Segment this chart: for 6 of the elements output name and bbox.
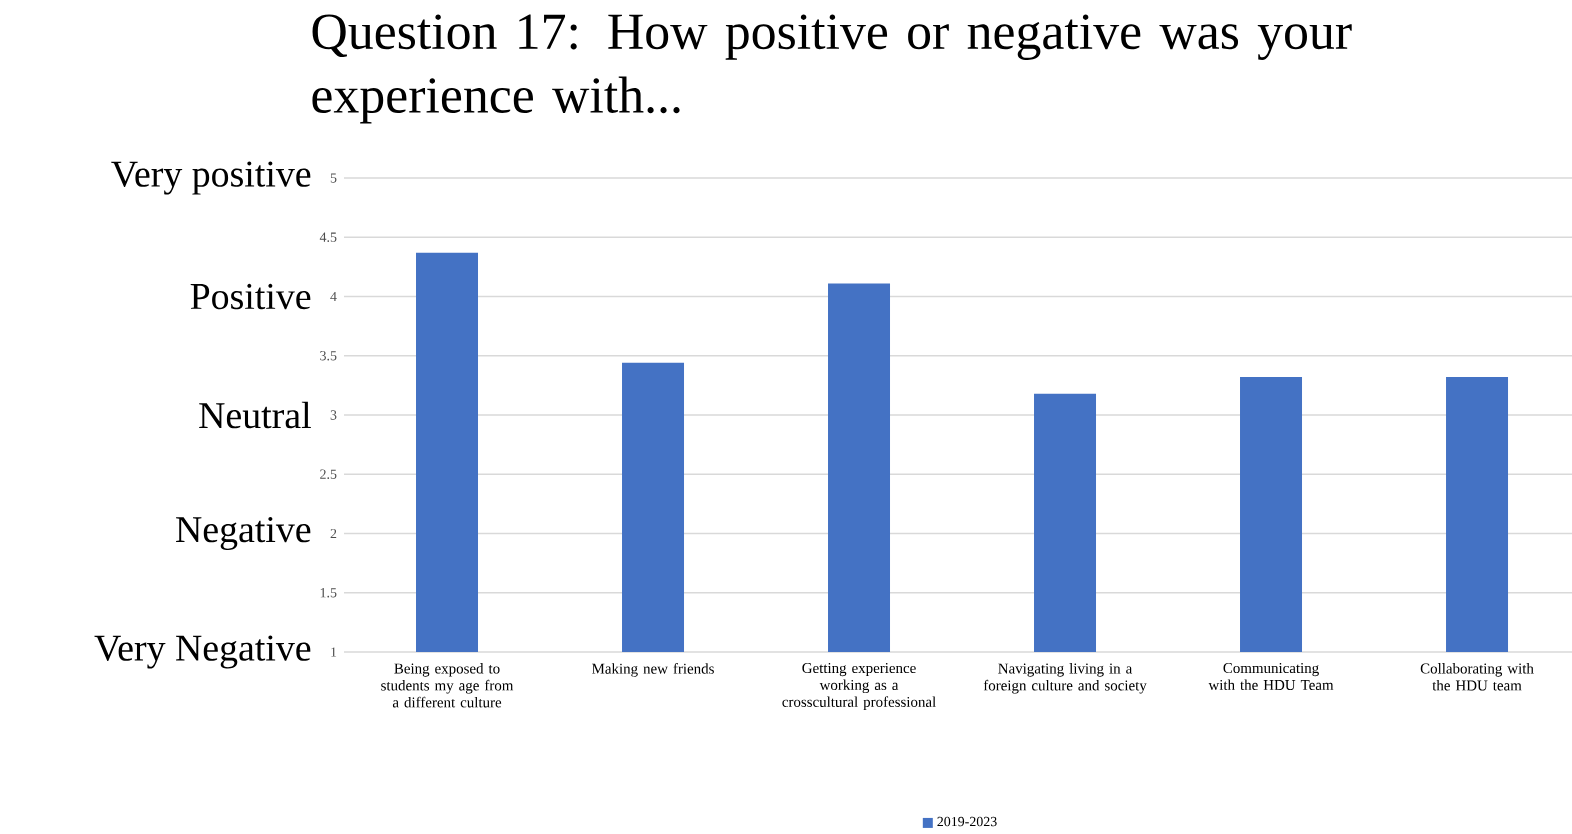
text: Very Negative bbox=[94, 635, 311, 669]
text: Negative bbox=[176, 516, 311, 551]
text: Positive bbox=[190, 283, 311, 310]
text: Neutral bbox=[199, 401, 311, 429]
text: Very positive bbox=[111, 161, 311, 195]
chart-title: Question 17: How positive or negative was your experience with... bbox=[312, 14, 1352, 124]
